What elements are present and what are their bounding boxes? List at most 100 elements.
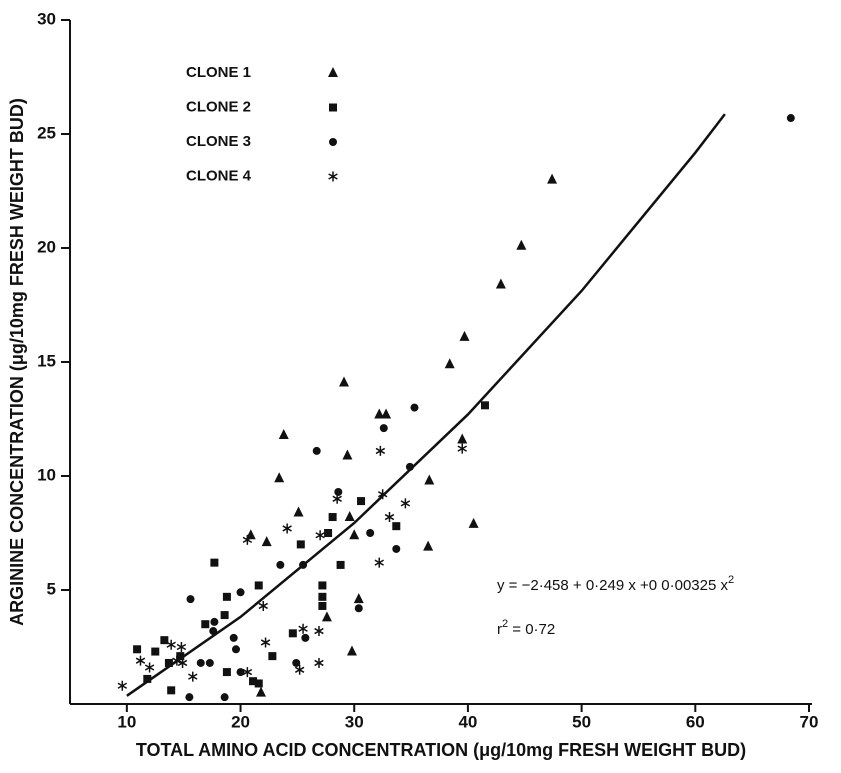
y-tick-label: 15 xyxy=(37,351,56,370)
point xyxy=(405,462,414,471)
point xyxy=(188,671,198,682)
x-tick-label: 40 xyxy=(458,712,477,731)
legend-marker xyxy=(328,67,338,77)
x-tick-label: 20 xyxy=(231,712,250,731)
fit-curve xyxy=(126,113,726,697)
point xyxy=(209,627,218,636)
point xyxy=(457,443,467,454)
point xyxy=(354,604,363,613)
point xyxy=(135,655,146,666)
point xyxy=(236,588,245,597)
x-tick-label: 70 xyxy=(800,712,819,731)
point xyxy=(222,668,231,677)
r-text: r xyxy=(497,621,502,638)
point xyxy=(516,239,527,250)
point xyxy=(166,639,176,650)
point xyxy=(312,446,321,455)
legend-label: CLONE 3 xyxy=(186,133,251,150)
point xyxy=(220,611,229,620)
point xyxy=(392,522,401,531)
point xyxy=(318,601,327,610)
point xyxy=(185,693,194,702)
point xyxy=(220,693,229,702)
equation-sup: 2 xyxy=(728,574,734,586)
y-tick-label: 10 xyxy=(37,465,56,484)
point xyxy=(318,581,327,590)
point xyxy=(424,474,435,485)
point xyxy=(144,662,155,673)
point xyxy=(268,652,277,661)
point xyxy=(423,540,434,551)
point xyxy=(321,611,332,622)
point xyxy=(254,581,263,590)
point xyxy=(294,664,305,675)
point xyxy=(222,592,231,601)
x-tick-label: 10 xyxy=(117,712,136,731)
legend-marker xyxy=(329,103,337,112)
point xyxy=(786,114,795,123)
point xyxy=(410,403,419,412)
y-tick-label: 25 xyxy=(37,123,56,142)
point xyxy=(324,529,333,537)
point xyxy=(338,376,349,387)
point xyxy=(242,534,253,545)
point xyxy=(468,517,479,528)
point xyxy=(346,645,357,656)
point xyxy=(377,489,388,500)
point xyxy=(357,497,366,506)
point xyxy=(231,645,240,654)
y-tick-label: 5 xyxy=(47,579,56,598)
point xyxy=(374,408,385,419)
point xyxy=(160,636,169,645)
point xyxy=(254,679,263,688)
point xyxy=(242,667,253,678)
point xyxy=(344,511,355,522)
point xyxy=(210,617,219,626)
point xyxy=(245,529,256,540)
point xyxy=(349,529,360,540)
point xyxy=(375,445,386,456)
r-squared: r2 = 0·72 xyxy=(497,618,555,638)
x-axis-label: TOTAL AMINO ACID CONCENTRATION (μg/10mg … xyxy=(136,740,746,760)
point xyxy=(318,592,327,601)
point xyxy=(293,506,304,517)
point xyxy=(332,493,342,504)
point xyxy=(495,278,506,289)
point xyxy=(196,658,205,667)
point xyxy=(379,424,388,433)
legend-label: CLONE 1 xyxy=(186,64,251,81)
point xyxy=(276,560,285,569)
point xyxy=(444,358,455,369)
point xyxy=(288,629,297,638)
point xyxy=(480,401,489,410)
point xyxy=(353,593,364,604)
legend-marker xyxy=(329,138,337,146)
point xyxy=(459,330,470,341)
point xyxy=(176,652,185,661)
point xyxy=(176,642,187,652)
point xyxy=(547,173,558,184)
point xyxy=(210,558,219,567)
point xyxy=(298,623,308,634)
point xyxy=(177,657,188,668)
point xyxy=(205,658,214,667)
r-rest: = 0·72 xyxy=(508,621,555,638)
point xyxy=(274,472,285,483)
point xyxy=(229,633,238,642)
point xyxy=(167,686,176,695)
point xyxy=(400,498,411,509)
point xyxy=(342,449,353,460)
y-tick-label: 20 xyxy=(37,237,56,256)
point xyxy=(236,668,245,677)
point xyxy=(261,536,272,547)
point xyxy=(260,637,271,648)
fit-equation: y = −2·458 + 0·249 x +0 0·00325 x2 xyxy=(497,574,734,594)
point xyxy=(374,557,384,568)
point xyxy=(301,633,310,642)
equation-text: y = −2·458 + 0·249 x +0 0·00325 x xyxy=(497,577,728,594)
point xyxy=(334,487,343,496)
point xyxy=(314,657,324,668)
point xyxy=(151,647,160,656)
point xyxy=(336,560,345,569)
